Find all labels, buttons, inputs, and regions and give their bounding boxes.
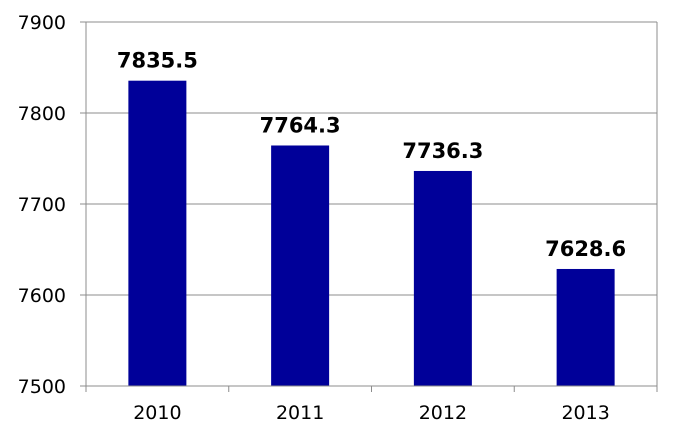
y-tick-label: 7900 <box>18 12 66 34</box>
bar-2011 <box>271 145 330 386</box>
axes <box>80 21 658 392</box>
y-tick-label: 7500 <box>18 376 66 398</box>
x-tick-label: 2010 <box>133 402 181 424</box>
y-tick-label: 7700 <box>18 194 66 216</box>
data-labels: 7835.5 7764.3 7736.3 7628.6 <box>117 49 626 261</box>
y-tick-labels: 7500 7600 7700 7800 7900 <box>18 12 66 398</box>
data-label: 7628.6 <box>545 237 626 261</box>
bars <box>128 80 615 386</box>
x-tick-labels: 2010 2011 2012 2013 <box>133 402 610 424</box>
y-tick-label: 7600 <box>18 285 66 307</box>
y-tick-label: 7800 <box>18 103 66 125</box>
x-tick-label: 2011 <box>276 402 324 424</box>
bar-2010 <box>128 80 187 386</box>
bar-2012 <box>413 170 472 386</box>
data-label: 7764.3 <box>260 113 341 137</box>
bar-2013 <box>556 268 615 386</box>
x-tick-label: 2012 <box>419 402 467 424</box>
data-label: 7736.3 <box>402 139 483 163</box>
x-tick-label: 2013 <box>561 402 609 424</box>
data-label: 7835.5 <box>117 49 198 73</box>
